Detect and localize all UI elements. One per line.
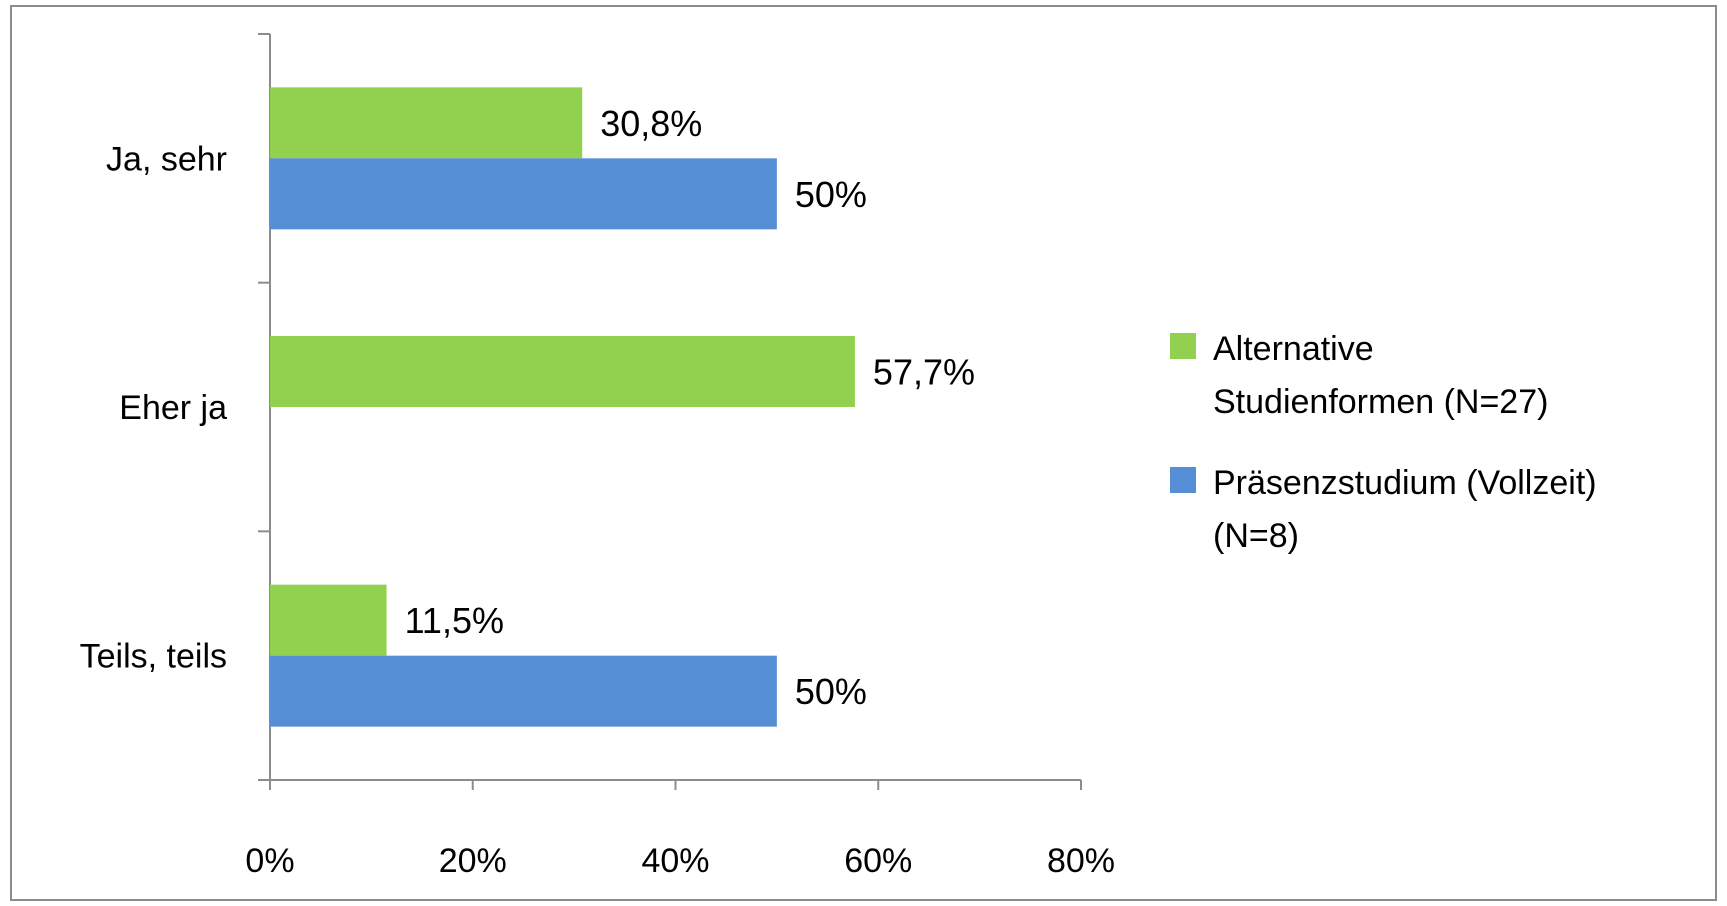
data-labels: 30,8% 50% 57,7% 11,5% 50%	[405, 103, 975, 712]
legend-label: Alternative	[1213, 330, 1374, 368]
x-tick-label: 0%	[245, 842, 294, 880]
legend-swatch	[1170, 467, 1196, 493]
bar	[270, 336, 855, 407]
legend-label: (N=8)	[1213, 517, 1299, 555]
legend-swatch	[1170, 333, 1196, 359]
x-tick-label: 60%	[844, 842, 912, 880]
y-tick-label: Ja, sehr	[106, 140, 227, 178]
legend-label: Präsenzstudium (Vollzeit)	[1213, 464, 1597, 502]
bars	[270, 87, 855, 727]
y-tick-label: Teils, teils	[80, 638, 227, 676]
bar	[270, 158, 777, 230]
bar	[270, 87, 583, 159]
data-label: 30,8%	[600, 103, 702, 144]
bar	[270, 584, 387, 656]
y-tick-label: Eher ja	[119, 389, 227, 427]
legend: Alternative Studienformen (N=27) Präsenzst…	[1170, 330, 1597, 555]
data-label: 11,5%	[405, 600, 504, 641]
x-tick-label: 40%	[641, 842, 709, 880]
data-label: 57,7%	[873, 352, 975, 393]
bar	[270, 655, 777, 727]
legend-label: Studienformen (N=27)	[1213, 383, 1548, 421]
x-tick-label: 20%	[439, 842, 507, 880]
x-tick-label: 80%	[1047, 842, 1115, 880]
data-label: 50%	[795, 671, 867, 712]
data-label: 50%	[795, 174, 867, 215]
